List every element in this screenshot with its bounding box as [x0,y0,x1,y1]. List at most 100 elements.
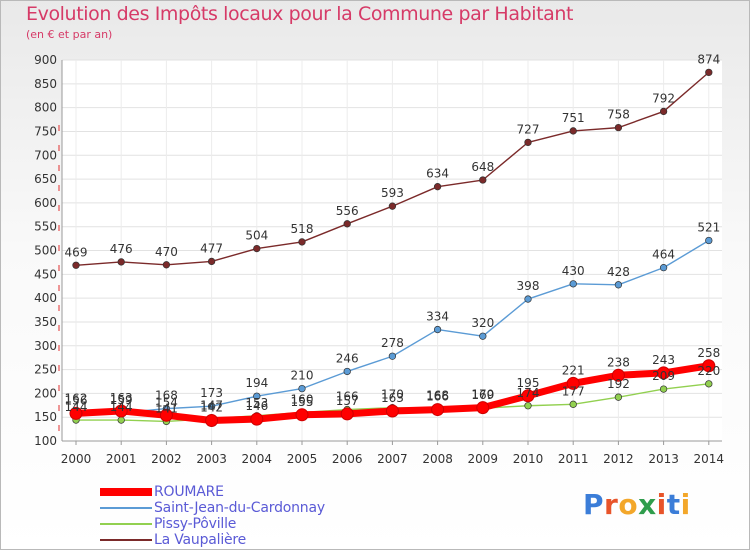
proxiti-logo: Proxiti [583,488,691,521]
data-label: 169 [471,388,494,402]
data-label: 334 [426,310,449,324]
data-label: 166 [336,390,359,404]
y-tick-label: 250 [34,363,57,377]
data-label: 246 [336,351,359,365]
data-point [117,416,125,424]
y-tick-label: 200 [34,386,57,400]
data-label: 648 [471,160,494,174]
data-point [117,258,125,266]
data-label: 177 [562,384,585,398]
data-point [114,404,128,418]
data-label: 146 [245,399,268,413]
legend-label: Saint-Jean-du-Cardonnay [154,500,325,516]
data-point [569,280,577,288]
data-point [524,138,532,147]
data-label: 593 [381,186,404,200]
data-point [702,359,716,373]
data-point [657,366,671,380]
data-label: 430 [562,264,585,278]
data-point [250,412,264,426]
data-label: 634 [426,167,449,181]
legend-swatch [100,488,152,496]
data-point [433,183,442,191]
data-label: 243 [652,353,675,367]
data-label: 162 [65,391,88,405]
data-label: 195 [517,376,540,390]
x-tick-label: 2007 [377,452,408,466]
data-label: 258 [697,346,720,360]
y-tick-label: 650 [34,172,57,186]
data-label: 173 [200,386,223,400]
data-point [476,401,490,415]
data-point [479,332,487,340]
data-point [385,404,399,418]
chart-subtitle: (en € et par an) [26,28,113,41]
data-label: 792 [652,91,675,105]
data-point [343,367,351,376]
data-point [69,406,83,420]
data-label: 209 [652,369,675,383]
legend: ROUMARE Saint-Jean-du-Cardonnay Pissy-Pôvi… [100,484,325,548]
x-tick-label: 2013 [648,452,679,466]
data-label: 464 [652,248,675,262]
data-label: 192 [607,377,630,391]
data-point [207,257,216,266]
data-label: 210 [291,369,314,383]
data-point [705,68,713,77]
y-tick-label: 550 [34,220,57,234]
data-point [569,127,577,135]
data-label: 556 [336,204,359,218]
chart-title: Evolution des Impôts locaux pour la Comm… [26,3,574,25]
data-label: 144 [110,400,133,414]
data-label: 142 [200,401,223,415]
data-label: 469 [65,245,88,259]
data-point [614,281,623,289]
data-point [566,376,580,390]
data-point [705,236,713,245]
data-point [524,402,532,410]
y-tick-label: 800 [34,101,57,115]
data-point [295,408,309,422]
data-label: 727 [517,122,540,136]
data-point [253,244,261,253]
y-tick-label: 150 [34,410,57,424]
data-label: 874 [697,52,720,66]
data-point [705,380,713,388]
x-tick-label: 2009 [468,452,499,466]
data-point [614,393,623,401]
data-label: 504 [245,229,268,243]
y-tick-label: 750 [34,124,57,138]
data-label: 398 [517,279,540,293]
data-label: 194 [245,376,268,390]
data-label: 147 [200,399,223,413]
y-tick-label: 400 [34,291,57,305]
legend-item: La Vaupalière [100,532,325,548]
data-point [388,352,397,360]
data-label: 220 [697,364,720,378]
data-point [611,368,625,382]
y-tick-label: 500 [34,244,57,258]
legend-label: La Vaupalière [154,532,247,548]
data-label: 477 [200,241,223,255]
y-tick-label: 600 [34,196,57,210]
data-point [614,123,623,132]
data-point [569,400,577,408]
data-label: 163 [381,391,404,405]
data-point [343,220,351,228]
data-point [659,263,668,272]
x-tick-label: 2005 [287,452,318,466]
data-label: 428 [607,265,630,279]
x-tick-label: 2012 [603,452,634,466]
x-tick-label: 2004 [242,452,273,466]
data-label: 144 [65,400,88,414]
x-tick-label: 2003 [196,452,227,466]
data-label: 157 [336,394,359,408]
data-point [253,392,261,400]
x-tick-label: 2001 [106,452,137,466]
y-tick-label: 700 [34,148,57,162]
legend-swatch [100,507,152,509]
data-label: 159 [110,393,133,407]
data-label: 156 [65,393,88,407]
data-label: 163 [110,391,133,405]
